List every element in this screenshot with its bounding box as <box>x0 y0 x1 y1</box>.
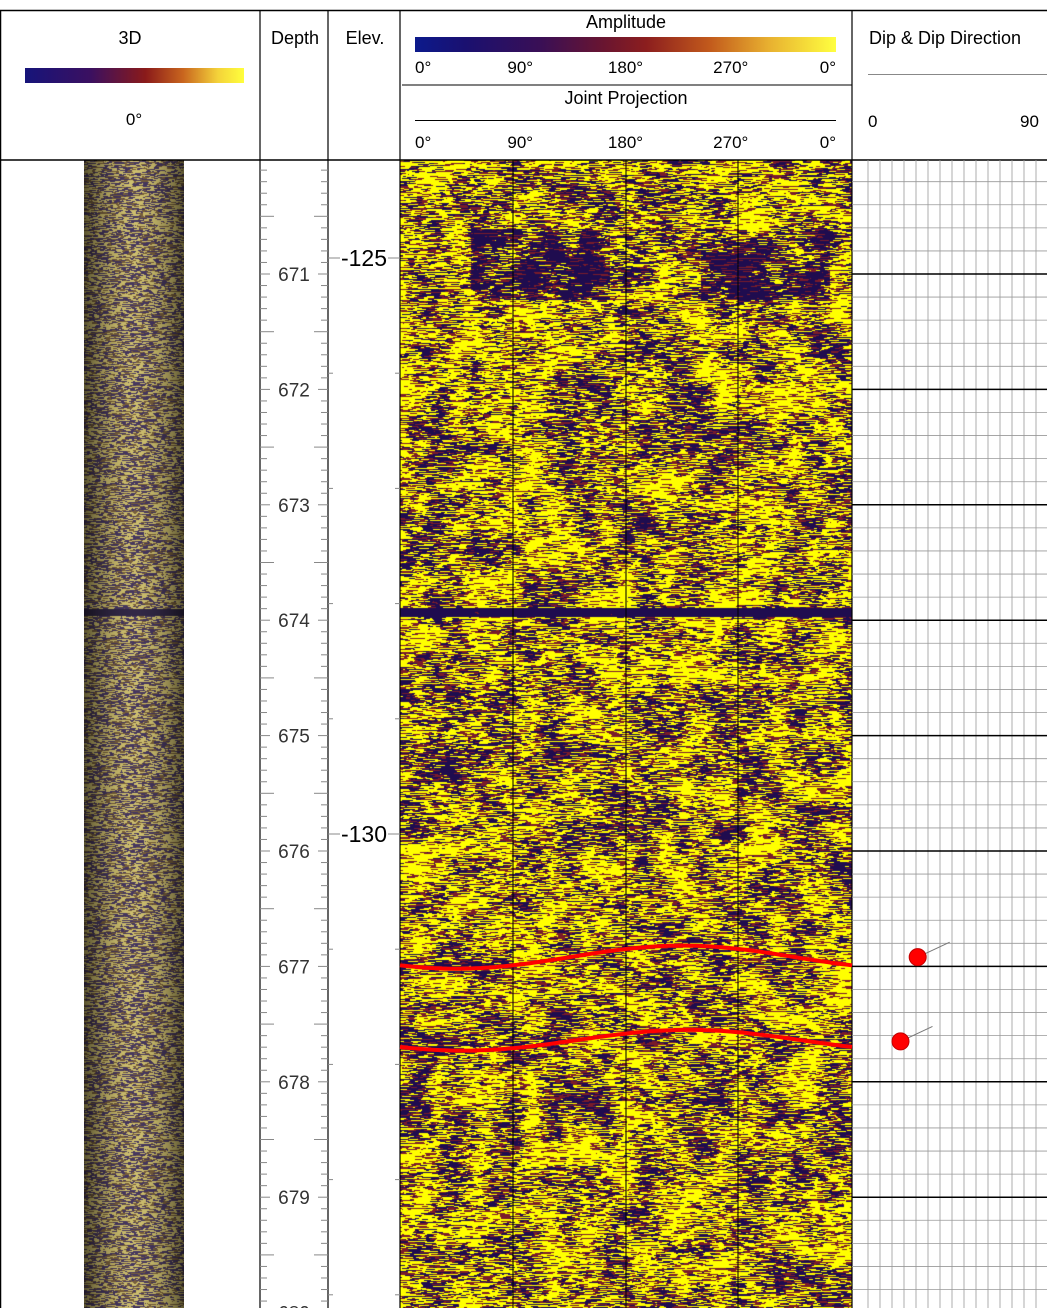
colorbar-amplitude <box>415 37 836 52</box>
borehole-3d-image <box>84 160 184 1308</box>
joint-projection-tick-4: 0° <box>819 133 836 152</box>
track-title-amplitude: Amplitude <box>585 12 667 32</box>
colorbar-3d <box>25 68 244 83</box>
outer-border <box>0 9 1047 1308</box>
depth-label: 676 <box>278 842 310 863</box>
depth-label: 679 <box>278 1188 310 1209</box>
track-title-elev: Elev. <box>345 28 385 48</box>
elevation-axis: -125 -130 <box>328 245 400 1296</box>
dip-tadpoles <box>891 941 950 1051</box>
joint-projection-rule <box>415 120 836 121</box>
sinusoid-joint-1 <box>399 943 853 971</box>
colorbar-3d-label: 0° <box>125 110 143 129</box>
track-3d <box>84 160 184 1308</box>
sinusoid-joint-2 <box>399 1027 853 1053</box>
joint-projection-tick-2: 180° <box>607 133 644 152</box>
track-title-depth: Depth <box>270 28 320 48</box>
amplitude-colorbar-tick-3: 270° <box>713 58 749 77</box>
joint-sinusoids <box>399 943 853 1053</box>
dip-scale-min: 0 <box>868 112 878 131</box>
joint-projection-tick-3: 270° <box>713 133 749 152</box>
amplitude-colorbar-tick-2: 180° <box>607 58 644 77</box>
amplitude-colorbar-tick-1: 90° <box>507 58 534 77</box>
depth-label: 674 <box>278 611 310 632</box>
depth-label: 678 <box>278 1073 310 1094</box>
amplitude-azimuth-lines <box>512 160 739 1308</box>
depth-label: 680 <box>278 1304 310 1308</box>
depth-label: 672 <box>278 380 310 401</box>
amplitude-colorbar-tick-0: 0° <box>415 58 432 77</box>
dip-header-rule <box>868 74 1047 75</box>
dip-grid <box>852 160 1047 1308</box>
dip-point <box>891 1032 910 1051</box>
elev-label: -125 <box>341 245 387 271</box>
joint-projection-tick-1: 90° <box>507 133 534 152</box>
log-frame <box>0 9 1047 1308</box>
dip-point <box>908 948 927 967</box>
depth-label: 675 <box>278 727 310 748</box>
depth-label: 677 <box>278 957 310 978</box>
depth-label: 673 <box>278 496 310 517</box>
dip-scale-max: 90 <box>1020 112 1039 131</box>
elev-label: -130 <box>341 821 387 847</box>
amplitude-colorbar-tick-4: 0° <box>819 58 836 77</box>
depth-label: 671 <box>278 265 310 286</box>
joint-projection-title: Joint Projection <box>564 88 688 108</box>
joint-projection-tick-0: 0° <box>415 133 432 152</box>
track-title-3d: 3D <box>118 28 142 48</box>
header-band: 3D 0° Depth Elev. Amplitude 0° 90° 180° 270… <box>0 0 1047 160</box>
depth-axis: 671 672 673 674 675 676 677 678 679 680 <box>260 169 328 1308</box>
track-title-dip: Dip & Dip Direction <box>869 28 1022 48</box>
